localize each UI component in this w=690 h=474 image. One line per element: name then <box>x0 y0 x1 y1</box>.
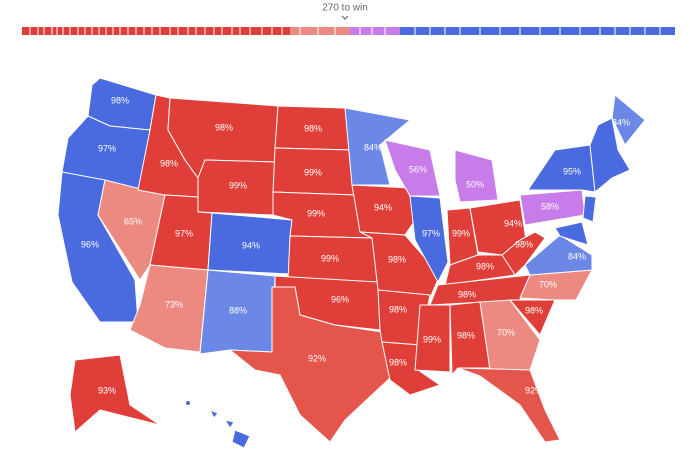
state-label: 94% <box>242 240 260 250</box>
state <box>524 234 593 276</box>
state <box>344 107 411 186</box>
state <box>414 304 451 373</box>
state-label: 88% <box>229 305 247 315</box>
state-labels: 98% 97% 96% 65% 98% 98% 99% 97% 73% 94% 88% 98% 99% 9… <box>81 95 630 395</box>
state <box>197 159 277 216</box>
bar-blue <box>400 27 675 35</box>
state-label: 99% <box>229 180 247 190</box>
state-label: 65% <box>124 216 142 226</box>
state-label: 84% <box>612 117 630 127</box>
state-hi <box>186 401 190 405</box>
state-label: 94% <box>504 218 522 228</box>
state-label: 73% <box>165 299 183 309</box>
state-label: 99% <box>452 228 470 238</box>
state <box>409 195 449 283</box>
state-label: 96% <box>331 294 349 304</box>
state <box>479 299 541 371</box>
state <box>527 144 596 193</box>
state-label: 98% <box>111 95 129 105</box>
state-label: 97% <box>422 228 440 238</box>
state-label: 70% <box>539 279 557 289</box>
state-label: 98% <box>304 123 322 133</box>
chevron[interactable] <box>341 15 349 20</box>
state-label: 94% <box>374 202 392 212</box>
bar-red <box>22 27 290 35</box>
state-label: 97% <box>175 228 193 238</box>
state-label: 92% <box>308 353 326 363</box>
state-label: 56% <box>409 164 427 174</box>
state-hi <box>209 409 219 419</box>
state-label: 99% <box>423 334 441 344</box>
state-hi <box>224 419 235 429</box>
state-label: 70% <box>497 327 515 337</box>
state <box>229 286 391 443</box>
win-threshold: 270 to win <box>322 3 368 14</box>
state-label: 98% <box>515 239 533 249</box>
state-label: 92% <box>525 385 543 395</box>
bar-gaps <box>29 27 661 35</box>
state <box>69 354 161 433</box>
state-label: 99% <box>307 208 325 218</box>
state <box>519 269 593 301</box>
state-label: 98% <box>389 357 407 367</box>
state-label: 50% <box>466 179 484 189</box>
state-label: 98% <box>160 158 178 168</box>
state-label: 98% <box>457 330 475 340</box>
state <box>457 367 561 443</box>
state-new-england <box>589 117 631 193</box>
electoral-bar <box>22 27 675 35</box>
state-label: 98% <box>525 305 543 315</box>
state <box>384 139 441 197</box>
state <box>359 231 441 299</box>
bar-lean-red <box>290 27 350 35</box>
state-label: 98% <box>476 261 494 271</box>
states <box>57 77 646 443</box>
state-label: 98% <box>458 289 476 299</box>
state-label: 99% <box>304 167 322 177</box>
state-label: 58% <box>541 201 559 211</box>
state-label: 98% <box>388 254 406 264</box>
state-label: 98% <box>215 122 233 132</box>
state-hi <box>231 429 251 449</box>
state-label: 84% <box>364 142 382 152</box>
other-states <box>186 117 631 449</box>
state-nj <box>582 195 597 223</box>
bar-tossup <box>350 27 400 35</box>
state-label: 99% <box>321 253 339 263</box>
state-md <box>554 221 589 246</box>
state <box>509 299 556 336</box>
state-label: 97% <box>98 143 116 153</box>
state <box>454 149 499 203</box>
state-label: 93% <box>98 385 116 395</box>
state <box>501 231 546 276</box>
state-label: 84% <box>568 251 586 261</box>
state <box>611 94 646 146</box>
state-label: 96% <box>81 239 99 249</box>
state-label: 95% <box>563 166 581 176</box>
state-label: 98% <box>389 304 407 314</box>
